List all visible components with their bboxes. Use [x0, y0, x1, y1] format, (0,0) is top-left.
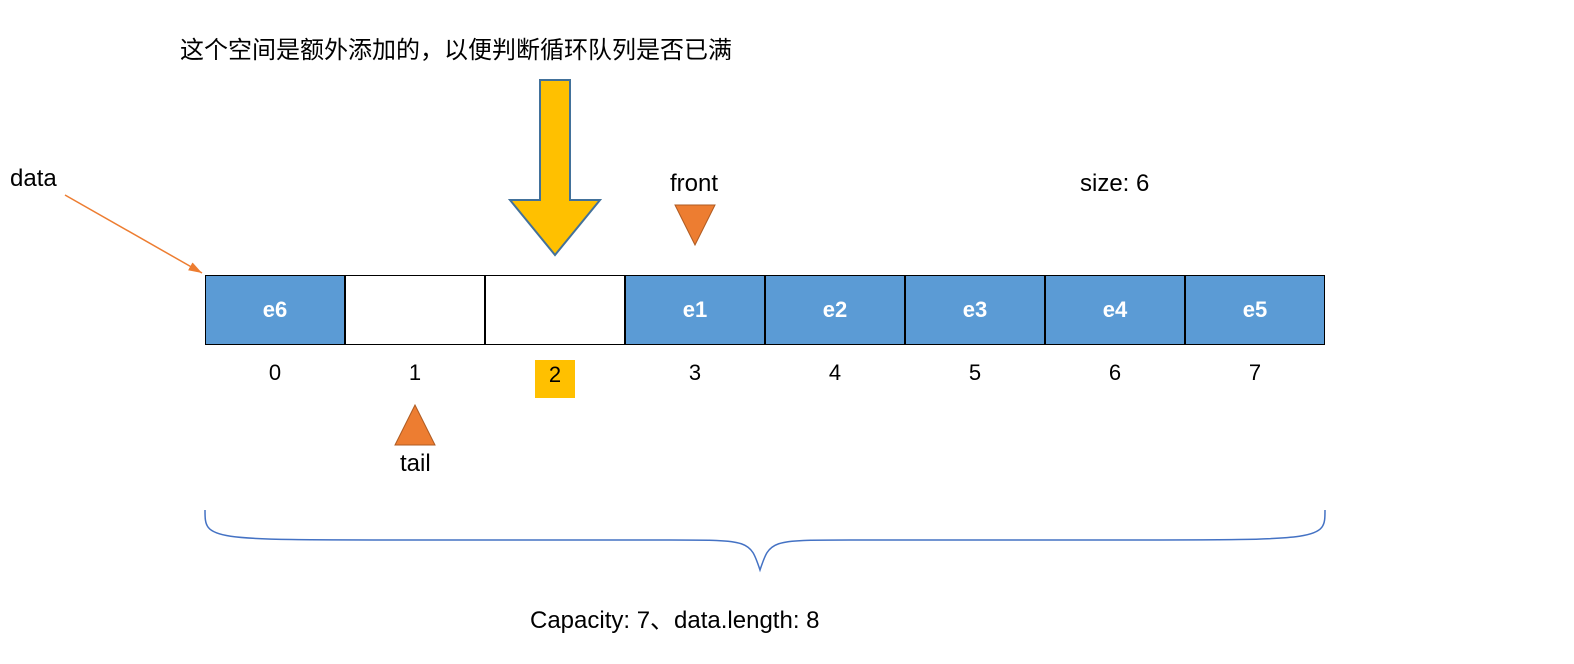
array-index-label: 3 — [625, 360, 765, 386]
array-index-label: 6 — [1045, 360, 1185, 386]
array-cell: e6 — [205, 275, 345, 345]
array-index-label: 5 — [905, 360, 1045, 386]
array-cell: e3 — [905, 275, 1045, 345]
array-index-label: 0 — [205, 360, 345, 386]
data-label: data — [10, 165, 57, 193]
array-index-label: 2 — [485, 360, 625, 398]
front-marker-icon — [675, 205, 715, 245]
data-arrow — [65, 195, 202, 273]
array-index-label: 4 — [765, 360, 905, 386]
array-cell — [485, 275, 625, 345]
array-cell: e5 — [1185, 275, 1325, 345]
front-label: front — [670, 170, 718, 198]
array-cell: e2 — [765, 275, 905, 345]
brace-icon — [205, 510, 1325, 570]
capacity-label: Capacity: 7、data.length: 8 — [530, 600, 820, 635]
array-index-label: 7 — [1185, 360, 1325, 386]
annotation-text: 这个空间是额外添加的，以便判断循环队列是否已满 — [180, 30, 732, 65]
array-index-label: 1 — [345, 360, 485, 386]
array-cell: e1 — [625, 275, 765, 345]
array-cell: e4 — [1045, 275, 1185, 345]
big-arrow-icon — [510, 80, 600, 255]
tail-marker-icon — [395, 405, 435, 445]
size-label: size: 6 — [1080, 170, 1149, 198]
array-cell — [345, 275, 485, 345]
tail-label: tail — [400, 450, 431, 478]
